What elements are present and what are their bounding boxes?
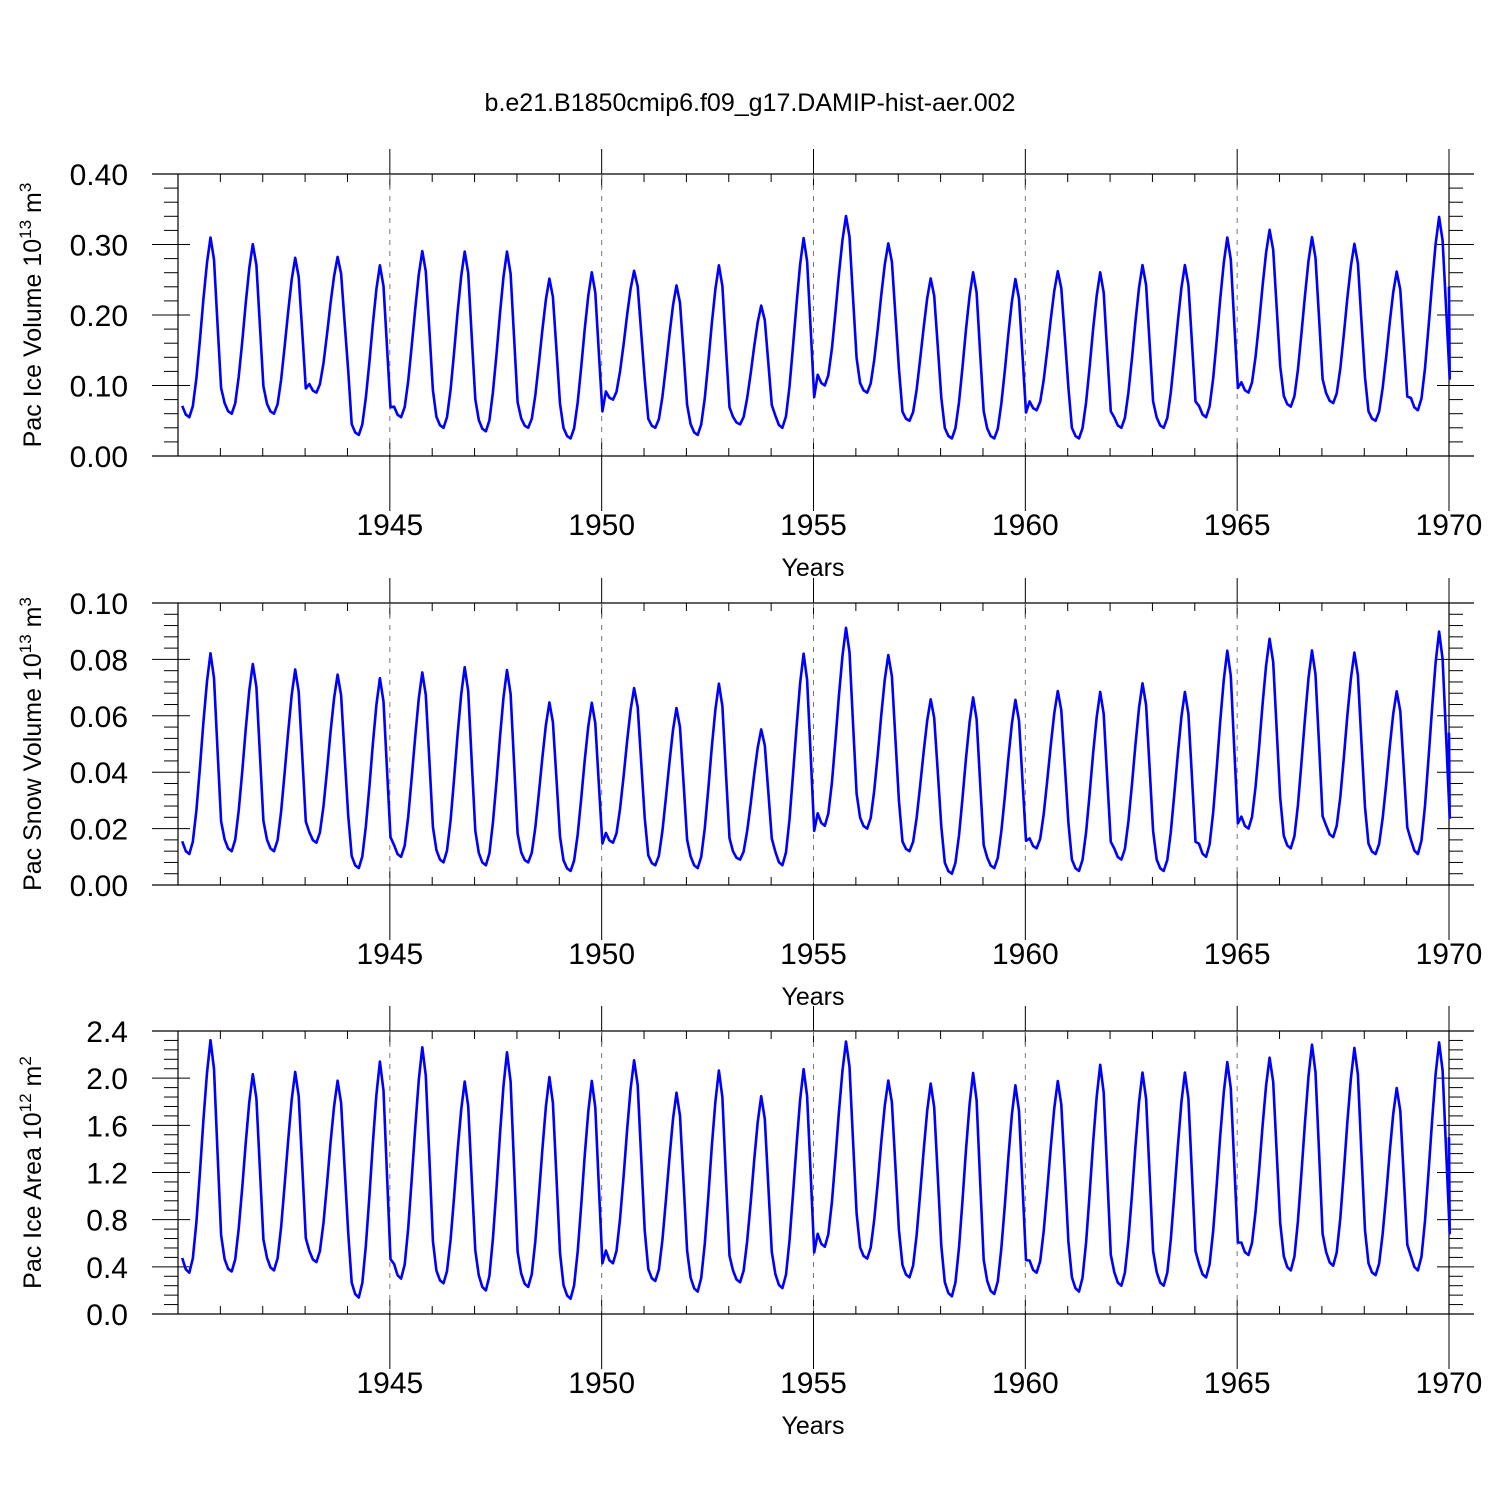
y-tick-label: 0.10: [70, 371, 128, 404]
x-tick-label: 1955: [780, 938, 847, 971]
x-tick-label: 1965: [1204, 1367, 1271, 1400]
y-tick-label: 0.04: [70, 757, 128, 790]
x-tick-label: 1970: [1416, 509, 1483, 542]
x-axis-title: Years: [781, 554, 844, 582]
series-line: [180, 214, 1451, 440]
panel-2: 1945 1950 1955 1960 1965 1970 0.00 0.02 0.04 0.06…: [16, 578, 1482, 1011]
y-tick-label: 1.6: [86, 1110, 128, 1143]
y-tick-label: 0.06: [70, 701, 128, 734]
panel-3: 1945 1950 1955 1960 1965 1970 0.0 0.4 0.8 1.2 1.6 2…: [16, 1006, 1482, 1440]
y-tick-label: 0.02: [70, 814, 128, 847]
y-axis-title: Pac Ice Volume 1013 m3: [16, 183, 47, 448]
x-tick-label: 1960: [992, 938, 1059, 971]
y-axis-title: Pac Snow Volume 1013 m3: [16, 597, 47, 891]
y-tick-label: 0.00: [70, 870, 128, 903]
x-tick-label: 1945: [356, 938, 423, 971]
series-line: [180, 626, 1451, 875]
series-line: [180, 1038, 1451, 1300]
x-tick-label: 1960: [992, 509, 1059, 542]
y-tick-label: 2.0: [86, 1063, 128, 1096]
x-tick-label: 1950: [568, 1367, 635, 1400]
y-tick-label: 0.40: [70, 159, 128, 192]
x-tick-label: 1950: [568, 938, 635, 971]
y-tick-label: 2.4: [86, 1016, 128, 1049]
y-tick-label: 1.2: [86, 1158, 128, 1191]
y-tick-label: 0.4: [86, 1252, 128, 1285]
y-tick-label: 0.20: [70, 300, 128, 333]
x-tick-label: 1965: [1204, 938, 1271, 971]
y-tick-label: 0.10: [70, 588, 128, 621]
y-tick-label: 0.0: [86, 1299, 128, 1332]
x-tick-label: 1960: [992, 1367, 1059, 1400]
x-axis-title: Years: [781, 1412, 844, 1440]
y-tick-label: 0.00: [70, 441, 128, 474]
y-axis-title: Pac Ice Area 1012 m2: [16, 1056, 47, 1289]
x-tick-label: 1955: [780, 1367, 847, 1400]
chart-title: b.e21.B1850cmip6.f09_g17.DAMIP-hist-aer.…: [485, 89, 1016, 117]
x-tick-label: 1970: [1416, 1367, 1483, 1400]
y-tick-label: 0.30: [70, 230, 128, 263]
x-tick-label: 1945: [356, 1367, 423, 1400]
x-tick-label: 1955: [780, 509, 847, 542]
panel-1: 1945 1950 1955 1960 1965 1970 0.00 0.10 0.20 0.30…: [16, 149, 1482, 582]
x-tick-label: 1970: [1416, 938, 1483, 971]
x-tick-label: 1965: [1204, 509, 1271, 542]
y-tick-label: 0.8: [86, 1205, 128, 1238]
x-tick-label: 1945: [356, 509, 423, 542]
x-tick-label: 1950: [568, 509, 635, 542]
y-tick-label: 0.08: [70, 644, 128, 677]
